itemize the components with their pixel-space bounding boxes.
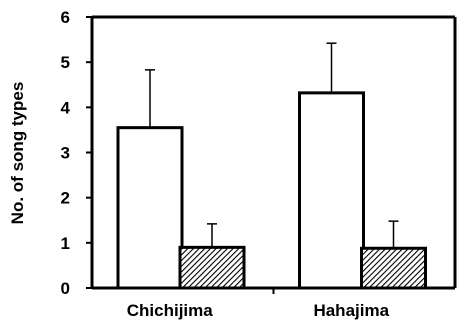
error-bars-layer bbox=[145, 42, 399, 249]
labels-layer: 0 1 2 3 4 5 6 Chichijima Hahajima bbox=[61, 8, 390, 320]
bars-layer bbox=[116, 91, 427, 290]
y-tick-label-1: 1 bbox=[61, 234, 70, 253]
category-label-hahajima: Hahajima bbox=[313, 301, 389, 320]
y-tick-label-0: 0 bbox=[61, 279, 70, 298]
bar-chichijima-series-2 bbox=[178, 245, 246, 290]
bar-hahajima-series-2 bbox=[360, 246, 427, 290]
axes-layer bbox=[86, 15, 457, 294]
y-tick-label-5: 5 bbox=[61, 53, 70, 72]
y-tick-label-6: 6 bbox=[61, 8, 70, 27]
y-axis-title: No. of song types bbox=[8, 82, 27, 225]
y-tick-label-3: 3 bbox=[61, 144, 70, 163]
bar-hahajima-series-1 bbox=[298, 91, 365, 290]
y-tick-label-2: 2 bbox=[61, 189, 70, 208]
bar-chichijima-series-1 bbox=[116, 126, 184, 290]
y-tick-label-4: 4 bbox=[61, 98, 71, 117]
category-label-chichijima: Chichijima bbox=[127, 301, 214, 320]
